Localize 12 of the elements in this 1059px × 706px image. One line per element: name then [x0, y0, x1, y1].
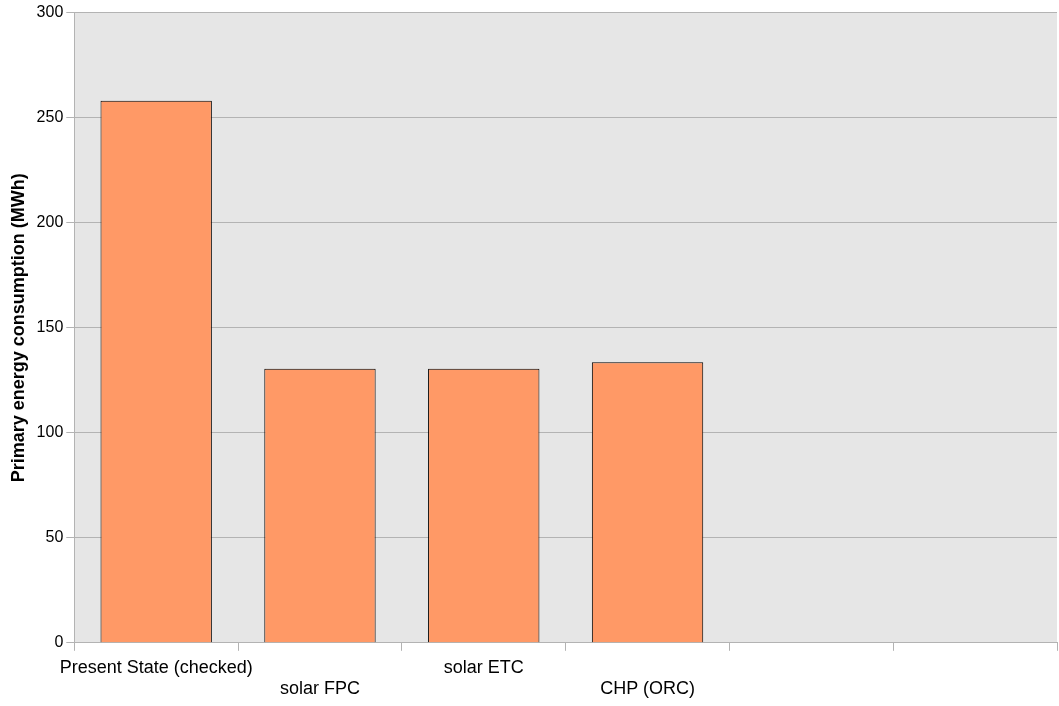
x-tick-label: CHP (ORC)	[600, 678, 695, 699]
y-tick-label: 300	[36, 3, 64, 21]
y-tick-label: 150	[36, 318, 64, 336]
x-tick-label: solar ETC	[443, 656, 524, 677]
y-tick-label: 250	[36, 108, 64, 126]
y-tick-label: 50	[45, 528, 64, 546]
x-tick-label: Present State (checked)	[59, 656, 253, 677]
y-axis-title: Primary energy consumption (MWh)	[7, 173, 28, 483]
x-tick-label: solar FPC	[279, 678, 360, 699]
y-tick-label: 100	[36, 423, 64, 441]
y-tick-label: 0	[54, 633, 64, 651]
y-tick-label: 200	[36, 213, 64, 231]
